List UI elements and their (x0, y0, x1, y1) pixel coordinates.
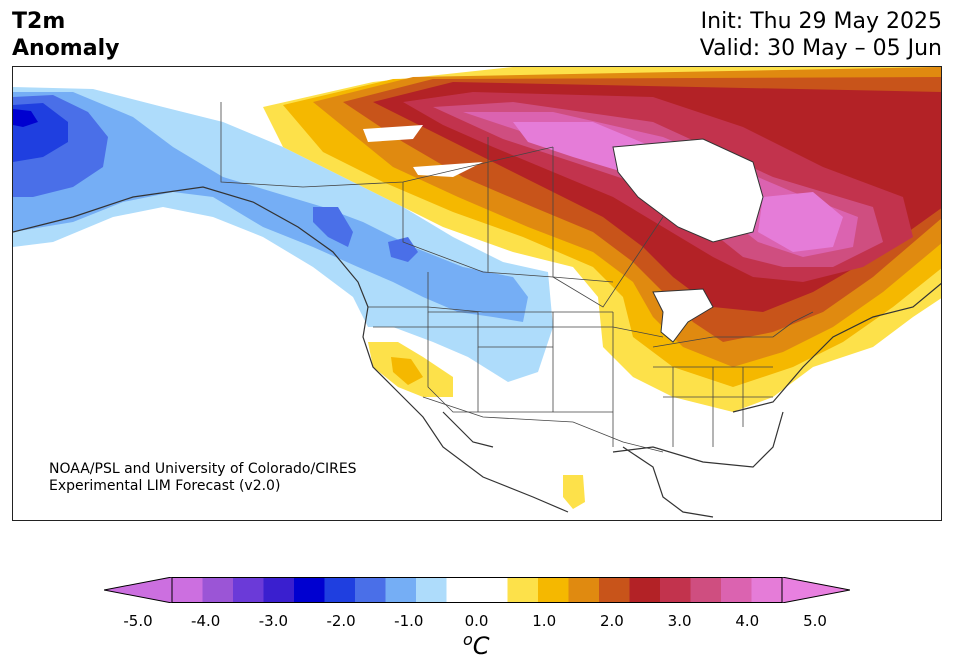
colorbar-segments (172, 577, 783, 603)
colorbar-tick-label: -3.0 (258, 612, 289, 630)
colorbar-tick-label: 3.0 (667, 612, 692, 630)
warm-core-quebec (758, 192, 843, 252)
colorbar-segment (568, 577, 600, 603)
colorbar-tick-label: -1.0 (394, 612, 424, 630)
colorbar-segment (507, 577, 539, 603)
title-line-1: T2m (12, 9, 66, 34)
colorbar-segment (263, 577, 295, 603)
credit-line-1: NOAA/PSL and University of Colorado/CIRE… (49, 461, 357, 477)
cold-region-mid (13, 92, 528, 322)
title-line-2: Anomaly (12, 36, 120, 61)
great-lakes (652, 288, 714, 343)
colorbar-segment (172, 577, 203, 603)
cold-core-ca (388, 237, 418, 262)
coastlines (13, 186, 941, 518)
colorbar-segment (446, 577, 478, 603)
map-canvas (13, 67, 941, 518)
political-borders (220, 102, 814, 453)
colorbar-unit: oC (463, 630, 490, 660)
colorbar-tick-label: 0.0 (464, 612, 489, 630)
colorbar-segment (416, 577, 447, 603)
colorbar-tick-label: -4.0 (191, 612, 221, 630)
colorbar-segment (294, 577, 325, 603)
warm-core-southwest (391, 357, 423, 385)
valid-date: Valid: 30 May – 05 Jun (699, 36, 942, 61)
anomaly-map (12, 66, 942, 521)
cold-core-bc (313, 207, 353, 247)
warm-region-magenta (463, 112, 858, 257)
colorbar-segment (385, 577, 417, 603)
map-title: T2m Anomaly (12, 8, 119, 62)
colorbar-ticks: -5.0 -4.0 -3.0 -2.0 -1.0 0.0 1.0 2.0 3.0 4.0 5.0 (0, 612, 954, 632)
colorbar-segment (751, 577, 783, 603)
colorbar-tick-label: 2.0 (599, 612, 624, 630)
colorbar-segment (233, 577, 264, 603)
colorbar-segment (660, 577, 691, 603)
colorbar-under-arrow (104, 577, 173, 603)
forecast-dates: Init: Thu 29 May 2025 Valid: 30 May – 05… (700, 8, 942, 62)
hudson-bay (612, 138, 764, 243)
credit-line-2: Experimental LIM Forecast (v2.0) (49, 478, 281, 494)
warm-region-mexico (563, 475, 585, 509)
credit-text: NOAA/PSL and University of Colorado/CIRE… (49, 461, 357, 495)
colorbar-segment (690, 577, 722, 603)
colorbar-segment (721, 577, 752, 603)
colorbar-segment (629, 577, 661, 603)
colorbar-segment (202, 577, 234, 603)
colorbar-segment (355, 577, 386, 603)
colorbar-tick-label: -5.0 (123, 612, 153, 630)
colorbar-tick-label: 5.0 (803, 612, 827, 630)
colorbar (104, 577, 850, 603)
colorbar-tick-label: -2.0 (326, 612, 356, 630)
cold-core-deep (13, 109, 38, 127)
colorbar-segment (324, 577, 356, 603)
init-date: Init: Thu 29 May 2025 (700, 9, 942, 34)
colorbar-segment (477, 577, 508, 603)
colorbar-segment (538, 577, 569, 603)
arctic-island-lakes (363, 125, 483, 177)
colorbar-tick-label: 4.0 (735, 612, 760, 630)
colorbar-segment (599, 577, 630, 603)
colorbar-over-arrow (781, 577, 850, 603)
colorbar-frame (171, 577, 783, 603)
colorbar-tick-label: 1.0 (532, 612, 557, 630)
